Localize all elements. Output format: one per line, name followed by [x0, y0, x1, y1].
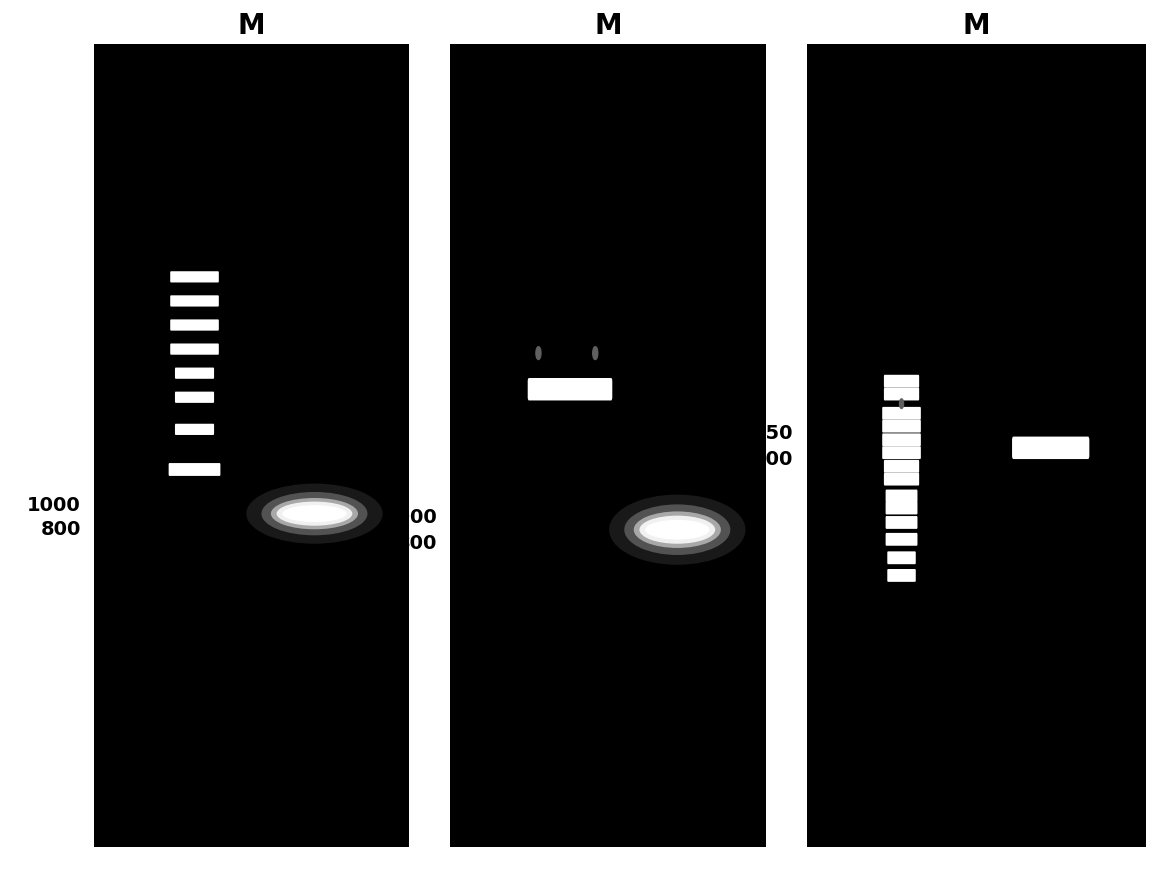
Text: M: M — [594, 11, 622, 40]
Ellipse shape — [262, 492, 367, 535]
FancyBboxPatch shape — [884, 473, 919, 485]
Ellipse shape — [247, 483, 382, 543]
Text: 500: 500 — [753, 451, 793, 469]
Ellipse shape — [645, 519, 710, 540]
FancyBboxPatch shape — [887, 569, 915, 582]
Text: 800: 800 — [397, 534, 437, 553]
Ellipse shape — [609, 495, 746, 564]
FancyBboxPatch shape — [886, 502, 918, 514]
FancyBboxPatch shape — [171, 272, 219, 282]
FancyBboxPatch shape — [883, 420, 921, 432]
Ellipse shape — [277, 502, 352, 526]
Circle shape — [593, 347, 597, 360]
FancyBboxPatch shape — [884, 460, 919, 473]
FancyBboxPatch shape — [886, 516, 918, 529]
Circle shape — [535, 347, 541, 360]
Text: 750: 750 — [753, 424, 793, 443]
FancyBboxPatch shape — [175, 368, 214, 378]
FancyBboxPatch shape — [883, 433, 921, 446]
Ellipse shape — [624, 505, 731, 555]
FancyBboxPatch shape — [884, 387, 919, 400]
Ellipse shape — [639, 516, 715, 543]
FancyBboxPatch shape — [886, 533, 918, 546]
FancyBboxPatch shape — [884, 375, 919, 387]
FancyBboxPatch shape — [168, 463, 221, 476]
FancyBboxPatch shape — [883, 407, 921, 420]
FancyBboxPatch shape — [887, 551, 915, 564]
FancyBboxPatch shape — [1012, 437, 1090, 459]
FancyBboxPatch shape — [171, 319, 219, 331]
FancyBboxPatch shape — [175, 392, 214, 403]
FancyBboxPatch shape — [175, 423, 214, 435]
Text: M: M — [962, 11, 990, 40]
Ellipse shape — [282, 505, 347, 522]
FancyBboxPatch shape — [883, 446, 921, 459]
Text: 800: 800 — [41, 520, 81, 539]
Text: 1000: 1000 — [383, 508, 437, 527]
FancyBboxPatch shape — [171, 343, 219, 355]
FancyBboxPatch shape — [527, 378, 613, 400]
Ellipse shape — [634, 512, 721, 548]
FancyBboxPatch shape — [171, 295, 219, 307]
FancyBboxPatch shape — [886, 490, 918, 503]
Text: 1000: 1000 — [27, 496, 81, 515]
Circle shape — [899, 399, 904, 408]
Text: M: M — [237, 11, 265, 40]
Ellipse shape — [271, 498, 358, 529]
